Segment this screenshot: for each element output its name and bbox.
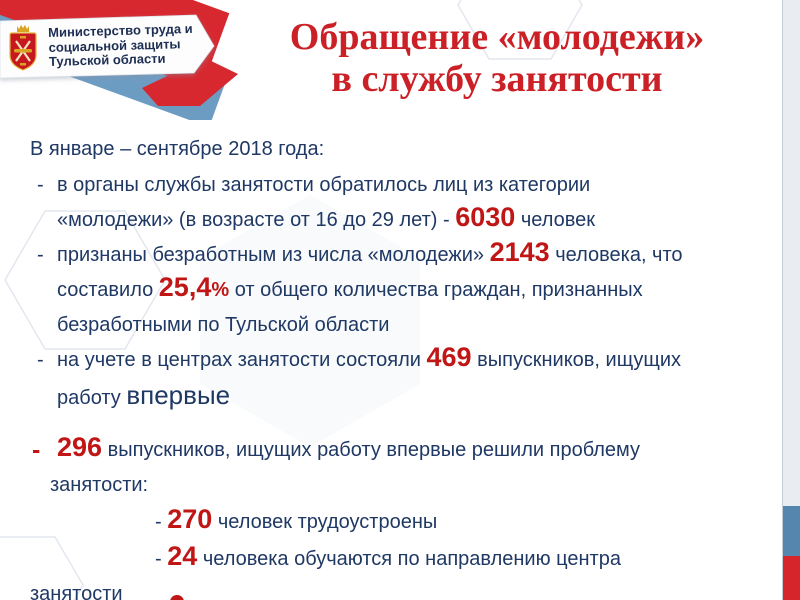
sub-item-training-line-1: - 24 человека обучаются по направлению ц… <box>30 542 778 577</box>
bullet-text: выпускников, ищущих <box>471 349 682 371</box>
bullet-3-line-2: работу впервые <box>30 378 778 413</box>
strip-segment-gray <box>783 0 800 506</box>
bullet-text: от общего количества граждан, признанных <box>229 279 643 301</box>
bullet-text: «молодежи» (в возрасте от 16 до 29 лет) … <box>57 209 456 231</box>
bullet-text: работу <box>57 387 127 409</box>
bullet-text: в органы службы занятости обратилось лиц… <box>57 174 591 196</box>
strip-segment-blue <box>783 506 800 556</box>
slide-title: Обращение «молодежи» в службу занятости <box>257 16 737 100</box>
bullet-dash: - <box>37 174 44 196</box>
bullet-dash: - <box>37 244 44 266</box>
bullet-text: занятости <box>30 583 123 600</box>
hexagon-watermark <box>0 536 84 600</box>
bullet-dash: - <box>37 349 44 371</box>
bullet-text: человека обучаются по направлению центра <box>197 548 621 570</box>
bullet-2-line-1: - признаны безработным из числа «молодежи… <box>30 238 778 273</box>
bullet-dash-red: - <box>32 436 41 464</box>
stat-number-percent: 25,4 <box>158 272 212 302</box>
stat-number-graduates: 469 <box>426 342 472 372</box>
cutoff-red-numeral <box>170 595 184 600</box>
hammer-icon <box>20 63 26 66</box>
hexagon-watermark <box>4 210 166 350</box>
bullet-text: человек <box>515 209 595 231</box>
ribbon-red-tip <box>142 58 238 106</box>
sub-item-employed: - 270 человек трудоустроены <box>30 505 778 540</box>
crown-icon <box>17 25 29 32</box>
sub-item-training-line-2: занятости <box>30 577 778 600</box>
bullet-text: составило <box>57 279 159 301</box>
bullet-2-line-3: безработными по Тульской области <box>30 308 778 343</box>
hexagon-watermark <box>200 195 420 447</box>
bullet-4-line-1: -296 выпускников, ищущих работу впервые … <box>30 433 778 468</box>
bullet-3-line-1: - на учете в центрах занятости состояли 4… <box>30 343 778 378</box>
ministry-logo-text: Министерство труда и социальной защиты Т… <box>48 21 219 69</box>
slide-title-line1: Обращение «молодежи» <box>289 16 705 58</box>
tula-coat-of-arms <box>9 25 37 71</box>
stat-number-solved: 296 <box>57 432 103 462</box>
bullet-1-line-2: «молодежи» (в возрасте от 16 до 29 лет) … <box>30 203 778 238</box>
percent-sign: % <box>211 279 230 301</box>
logo-ribbon-decoration <box>0 0 238 120</box>
bullet-text: занятости: <box>50 474 149 496</box>
bullet-text: выпускников, ищущих работу впервые решил… <box>102 439 641 461</box>
slide-title-line2: в службу занятости <box>331 58 663 100</box>
bullet-1-line-1: -в органы службы занятости обратилось ли… <box>30 168 778 203</box>
stat-number-applied: 6030 <box>455 202 516 232</box>
bullet-text: на учете в центрах занятости состояли <box>57 349 427 371</box>
stat-number-unemployed: 2143 <box>489 237 550 267</box>
gun-barrel-icon <box>14 49 32 53</box>
bullet-text: признаны безработным из числа «молодежи» <box>57 244 490 266</box>
strip-segment-red <box>783 556 800 600</box>
emphasized-word: впервые <box>126 380 231 410</box>
hexagon-watermark <box>457 0 583 60</box>
stat-number-training: 24 <box>167 541 198 571</box>
sub-dash: - <box>155 548 168 570</box>
bullet-text: человек трудоустроены <box>212 511 438 533</box>
bullet-2-line-2: составило 25,4% от общего количества гра… <box>30 273 778 308</box>
hammer-icon <box>20 36 26 39</box>
logo-badge <box>0 14 215 79</box>
intro-line: В январе – сентябре 2018 года: <box>30 138 325 160</box>
right-edge-strip <box>782 0 800 600</box>
bullet-text: человека, что <box>549 244 683 266</box>
sub-dash: - <box>155 511 168 533</box>
bullet-4-line-2: занятости: <box>30 468 778 503</box>
slide-body: В январе – сентябре 2018 года: -в органы… <box>30 136 778 600</box>
stat-number-employed: 270 <box>167 504 213 534</box>
bullet-text: безработными по Тульской области <box>57 314 390 336</box>
